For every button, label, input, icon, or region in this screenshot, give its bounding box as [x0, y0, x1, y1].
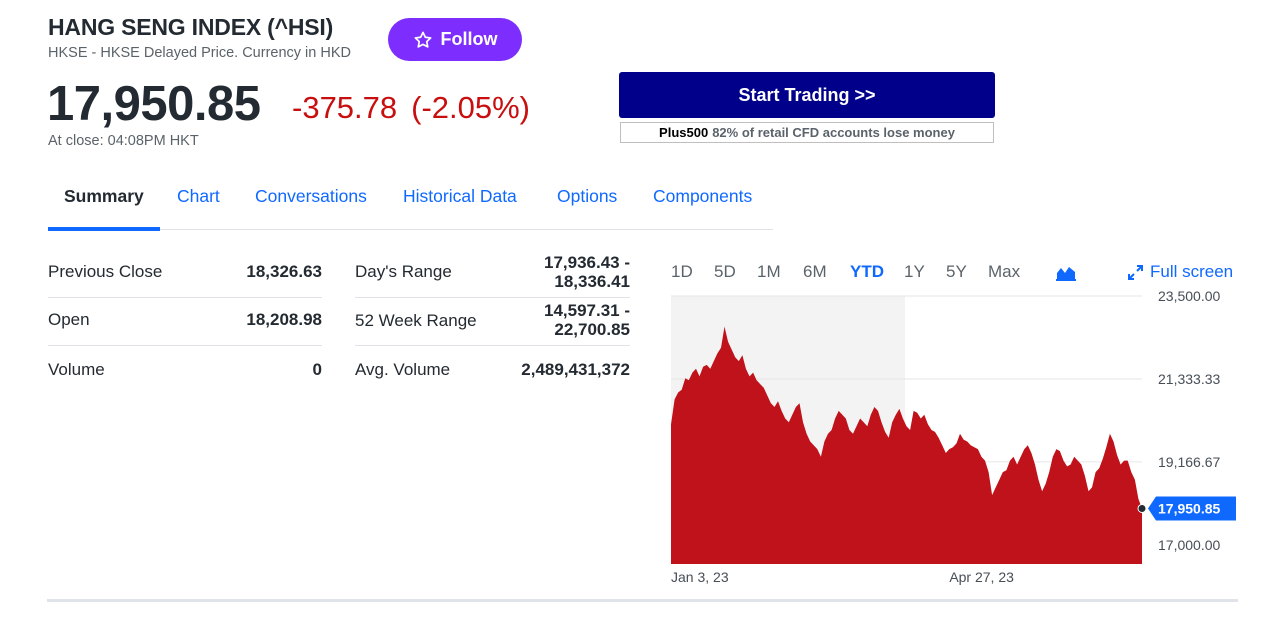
y-tick-label: 19,166.67	[1158, 454, 1220, 470]
stat-value: 2,489,431,372	[521, 360, 630, 379]
tab-components[interactable]: Components	[653, 186, 753, 206]
change-percent: (-2.05%)	[411, 90, 531, 125]
section-divider	[47, 599, 1238, 602]
ad-disclaimer[interactable]: Plus500 82% of retail CFD accounts lose …	[620, 122, 994, 143]
ad-brand: Plus500	[659, 125, 709, 140]
x-tick-label: Jan 3, 23	[671, 569, 729, 585]
stat-row-days-range: Day's Range 17,936.43 - 18,336.41	[355, 250, 630, 298]
tab-chart[interactable]: Chart	[177, 186, 220, 206]
range-low: 17,936.43 -	[543, 253, 630, 272]
fullscreen-label: Full screen	[1150, 262, 1234, 281]
change-value: -375.78	[292, 90, 398, 125]
period-ytd[interactable]: YTD	[850, 262, 884, 281]
stat-label: Avg. Volume	[355, 360, 451, 379]
ad-note-text: 82% of retail CFD accounts lose money	[712, 125, 955, 140]
stat-row-avg-volume: Avg. Volume 2,489,431,372	[355, 346, 630, 394]
stat-label: Previous Close	[48, 262, 163, 281]
follow-button[interactable]: Follow	[388, 18, 522, 61]
quote-subtitle: HKSE - HKSE Delayed Price. Currency in H…	[48, 45, 351, 61]
expand-arrows-icon	[1128, 264, 1143, 280]
stat-value: 18,326.63	[246, 262, 322, 281]
tab-historical-data[interactable]: Historical Data	[403, 186, 517, 206]
price-area	[671, 326, 1142, 564]
stat-value: 14,597.31 - 22,700.85	[544, 301, 630, 339]
fullscreen-button[interactable]: Full screen	[1127, 262, 1233, 282]
tab-conversations[interactable]: Conversations	[255, 186, 367, 206]
period-1d[interactable]: 1D	[671, 262, 693, 281]
stat-value: 0	[312, 360, 322, 379]
area-chart-icon[interactable]	[1056, 264, 1076, 281]
tab-summary[interactable]: Summary	[64, 186, 144, 206]
stat-label: Day's Range	[355, 262, 452, 281]
range-low: 14,597.31 -	[543, 301, 630, 320]
stat-label: Open	[48, 310, 90, 329]
stat-row-volume: Volume 0	[48, 346, 322, 394]
period-6m[interactable]: 6M	[803, 262, 827, 281]
current-price: 17,950.85	[47, 77, 261, 131]
period-1y[interactable]: 1Y	[904, 262, 925, 281]
page-title: HANG SENG INDEX (^HSI)	[48, 14, 334, 40]
stat-row-52-week-range: 52 Week Range 14,597.31 - 22,700.85	[355, 298, 630, 346]
last-price-label: 17,950.85	[1158, 500, 1220, 516]
stat-row-open: Open 18,208.98	[48, 298, 322, 346]
stat-label: 52 Week Range	[355, 311, 477, 330]
tabs-divider	[48, 229, 773, 230]
active-tab-indicator	[48, 227, 160, 231]
start-trading-button[interactable]: Start Trading >>	[619, 72, 995, 118]
period-5y[interactable]: 5Y	[946, 262, 967, 281]
quote-tabs: Summary Chart Conversations Historical D…	[48, 176, 773, 230]
last-price-dot	[1137, 503, 1147, 513]
x-tick-label: Apr 27, 23	[949, 569, 1014, 585]
price-chart[interactable]: 23,500.00 21,333.33 19,166.67 17,000.00 Jan…	[660, 286, 1250, 591]
star-icon	[414, 31, 431, 48]
y-tick-label: 23,500.00	[1158, 288, 1220, 304]
stat-value: 18,208.98	[246, 310, 322, 329]
tab-options[interactable]: Options	[557, 186, 618, 206]
stat-value: 17,936.43 - 18,336.41	[544, 253, 630, 291]
stat-row-previous-close: Previous Close 18,326.63	[48, 250, 322, 298]
y-tick-label: 21,333.33	[1158, 371, 1220, 387]
range-high: 18,336.41	[554, 272, 630, 291]
period-max[interactable]: Max	[988, 262, 1021, 281]
period-5d[interactable]: 5D	[714, 262, 736, 281]
last-price-tag	[1148, 496, 1236, 521]
y-tick-label: 17,000.00	[1158, 537, 1220, 553]
stat-label: Volume	[48, 360, 105, 379]
range-high: 22,700.85	[554, 320, 630, 339]
period-1m[interactable]: 1M	[757, 262, 781, 281]
close-time: At close: 04:08PM HKT	[48, 133, 199, 149]
price-change: -375.78 (-2.05%)	[292, 90, 530, 126]
follow-label: Follow	[440, 29, 498, 49]
